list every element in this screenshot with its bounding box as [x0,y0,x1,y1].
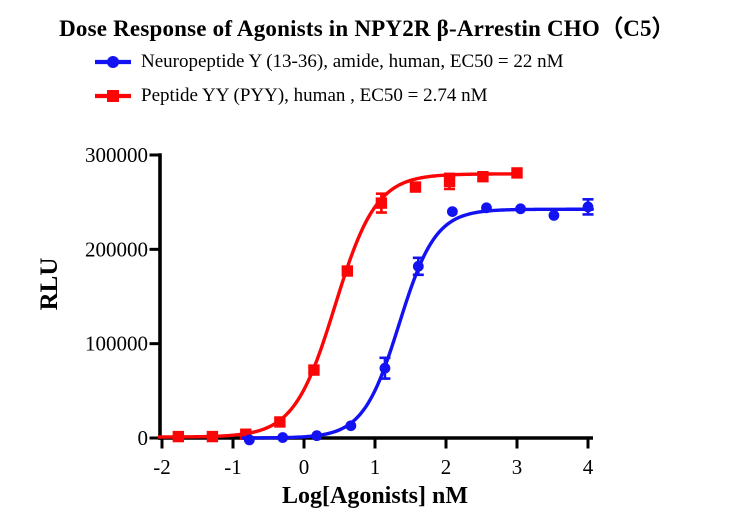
legend-marker-square-icon [95,90,131,102]
x-tick-label: 0 [299,455,310,479]
data-point [582,201,594,213]
data-point [172,430,185,443]
data-point [277,432,289,443]
data-point [375,197,388,209]
x-tick-label: 4 [583,455,594,479]
data-point [443,175,456,188]
data-point [311,430,323,442]
legend-label: Peptide YY (PYY), human , EC50 = 2.74 nM [141,85,488,106]
data-point [379,362,391,374]
data-point [548,209,560,221]
y-axis-title: RLU [36,258,63,311]
x-tick-label: 3 [512,455,523,479]
data-point [308,364,320,376]
y-tick-label: 200000 [85,237,148,261]
data-point [477,170,489,183]
data-point [511,167,523,179]
data-point [481,202,492,214]
x-axis-title: Log[Agonists] nM [282,483,468,509]
data-point [345,420,357,432]
y-tick-label: 0 [138,426,149,450]
legend-marker-circle-icon [95,56,131,68]
data-point [274,416,286,428]
chart-title: Dose Response of Agonists in NPY2R β-Arr… [59,16,675,41]
legend-item-neuropeptide-y: Neuropeptide Y (13-36), amide, human, EC… [94,50,563,74]
y-tick-label: 100000 [85,332,148,356]
data-point [515,203,526,215]
series-neuropeptide-y-13-36 [241,198,594,446]
x-tick-label: -1 [224,455,242,479]
data-point [240,428,252,440]
data-point [409,181,422,193]
data-point [446,206,458,218]
fit-curve [157,172,521,439]
data-point [206,430,219,443]
legend-label: Neuropeptide Y (13-36), amide, human, EC… [141,51,564,72]
legend-item-peptide-yy: Peptide YY (PYY), human , EC50 = 2.74 nM [94,84,563,108]
legend: Neuropeptide Y (13-36), amide, human, EC… [94,50,563,118]
data-point [341,265,354,277]
x-tick-label: 2 [441,455,452,479]
series-peptide-yy [157,167,523,443]
data-point [243,434,255,446]
x-tick-label: 1 [370,455,381,479]
y-tick-label: 300000 [85,143,148,167]
x-tick-label: -2 [153,455,171,479]
data-point [412,260,424,272]
